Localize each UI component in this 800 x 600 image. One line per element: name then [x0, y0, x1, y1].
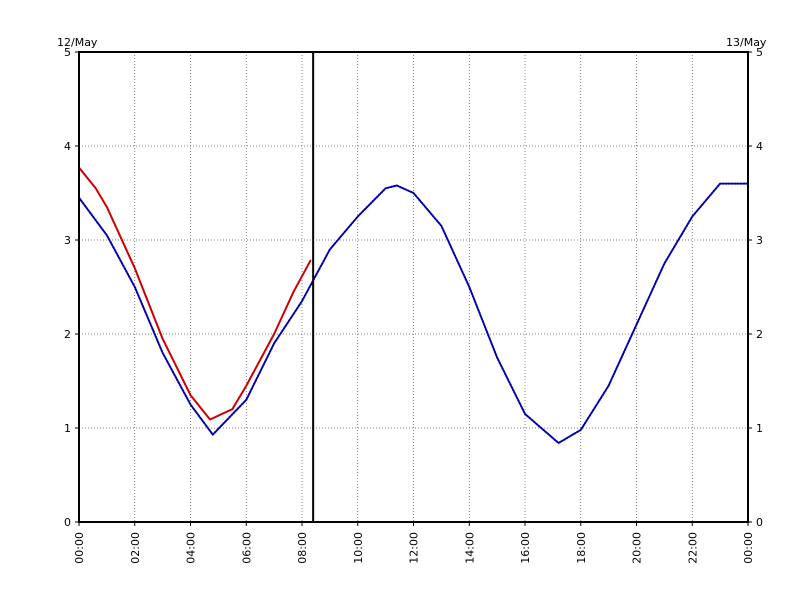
x-tick-label: 14:00 — [463, 532, 476, 564]
x-tick-label: 12:00 — [408, 532, 421, 564]
series-line-observed — [78, 166, 312, 421]
series-line-predicted — [78, 182, 749, 444]
x-tick-label: 02:00 — [129, 532, 142, 564]
x-tick-label: 10:00 — [352, 532, 365, 564]
y-tick-label-left: 0 — [64, 516, 71, 529]
x-tick-label: 20:00 — [631, 532, 644, 564]
x-tick-label: 22:00 — [686, 532, 699, 564]
date-label-left: 12/May — [57, 36, 98, 49]
x-tick-label: 00:00 — [742, 532, 755, 564]
y-tick-label-right: 4 — [756, 140, 763, 153]
date-label-right: 13/May — [726, 36, 767, 49]
y-tick-label-right: 3 — [756, 234, 763, 247]
axis-ticks — [75, 51, 752, 526]
x-tick-label: 18:00 — [575, 532, 588, 564]
x-tick-label: 00:00 — [73, 532, 86, 564]
y-tick-label-right: 5 — [756, 46, 763, 59]
y-tick-label-left: 4 — [64, 140, 71, 153]
y-tick-label-left: 3 — [64, 234, 71, 247]
y-tick-label-right: 0 — [756, 516, 763, 529]
y-tick-label-right: 1 — [756, 422, 763, 435]
y-tick-label-left: 5 — [64, 46, 71, 59]
series-layer — [78, 166, 749, 444]
grid — [79, 52, 748, 522]
y-tick-label-left: 2 — [64, 328, 71, 341]
x-tick-label: 06:00 — [240, 532, 253, 564]
axis-labels: 0 0 1 1 2 2 3 3 4 4 5 5 00:00 02:00 04:00 06:00 08:00 10:… — [64, 46, 763, 564]
x-tick-label: 04:00 — [185, 532, 198, 564]
x-tick-label: 16:00 — [519, 532, 532, 564]
y-tick-label-left: 1 — [64, 422, 71, 435]
x-tick-label: 08:00 — [296, 532, 309, 564]
y-tick-label-right: 2 — [756, 328, 763, 341]
